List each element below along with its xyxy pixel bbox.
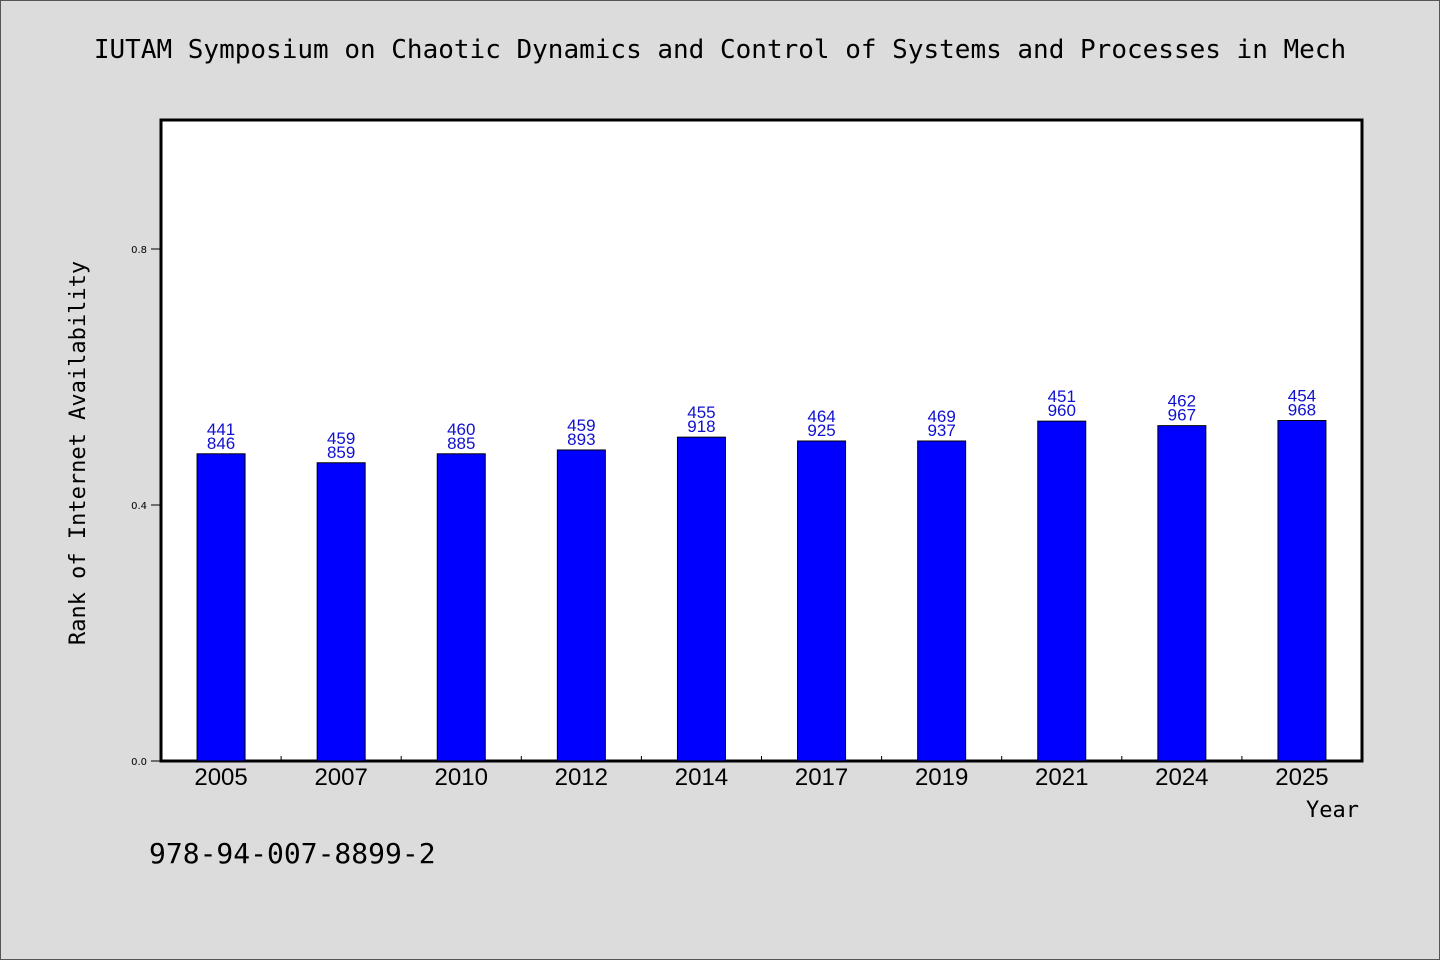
bar [1277, 420, 1327, 762]
x-tick-label: 2017 [795, 764, 848, 791]
x-tick-label: 2007 [314, 764, 367, 791]
x-tick-label: 2010 [435, 764, 488, 791]
isbn-label: 978-94-007-8899-2 [149, 837, 436, 870]
data-label-upper: 455 [687, 403, 715, 422]
y-tick-label: 0.4 [131, 501, 147, 512]
data-label-upper: 451 [1048, 387, 1076, 406]
y-tick-label: 0.8 [131, 245, 147, 256]
data-label-upper: 462 [1168, 392, 1196, 411]
chart-title: IUTAM Symposium on Chaotic Dynamics and … [93, 35, 1347, 65]
data-label-lower: 937 [927, 421, 955, 440]
bar [676, 436, 726, 762]
bar [556, 449, 606, 762]
data-label-upper: 454 [1288, 387, 1316, 406]
data-label-upper: 459 [327, 429, 355, 448]
bar [1157, 425, 1207, 762]
bar [1037, 420, 1087, 762]
bars [196, 420, 1327, 762]
bar [917, 440, 967, 762]
data-label-lower: 967 [1168, 406, 1196, 425]
data-label-upper: 460 [447, 420, 475, 439]
data-label-upper: 469 [927, 407, 955, 426]
data-label-lower: 885 [447, 434, 475, 453]
data-label-upper: 441 [207, 420, 235, 439]
data-label-lower: 925 [807, 421, 835, 440]
x-tick-label: 2019 [915, 764, 968, 791]
data-label-lower: 846 [207, 434, 235, 453]
bar [316, 462, 366, 762]
data-label-lower: 968 [1288, 401, 1316, 420]
x-tick-label: 2005 [194, 764, 247, 791]
x-tick-label: 2024 [1155, 764, 1208, 791]
bar [436, 453, 486, 762]
y-tick-label: 0.0 [131, 757, 147, 768]
bar [797, 440, 847, 762]
x-tick-label: 2025 [1275, 764, 1328, 791]
x-tick-label: 2014 [675, 764, 728, 791]
data-label-lower: 960 [1048, 401, 1076, 420]
x-tick-label: 2021 [1035, 764, 1088, 791]
data-label-upper: 464 [807, 407, 835, 426]
x-tick-label: 2012 [555, 764, 608, 791]
data-label-lower: 918 [687, 417, 715, 436]
y-axis-title: Rank of Internet Availability [66, 261, 91, 645]
bar [196, 453, 246, 762]
data-label-lower: 893 [567, 430, 595, 449]
x-axis-title: Year [1306, 798, 1359, 823]
data-label-upper: 459 [567, 416, 595, 435]
y-axis-ticks: 0.0 0.4 0.8 [131, 245, 161, 768]
x-axis-ticks: 2005 2007 2010 2012 2014 2017 2019 2021 2024 2025 [194, 756, 1329, 791]
data-label-lower: 859 [327, 443, 355, 462]
